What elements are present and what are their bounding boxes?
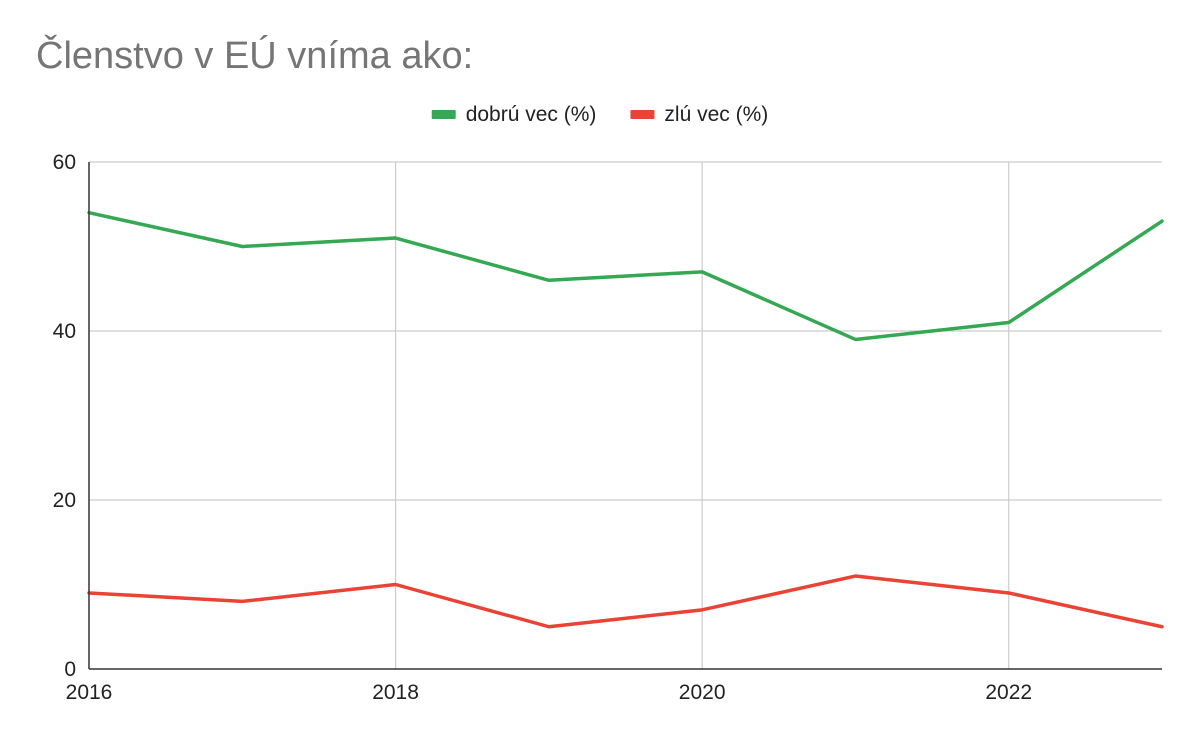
legend-swatch-1 [630, 110, 655, 119]
series-line-1 [87, 574, 1164, 629]
y-tick-label: 0 [64, 658, 76, 681]
y-tick-label: 20 [53, 489, 76, 512]
legend-label-1: zlú vec (%) [664, 103, 768, 126]
y-tick-label: 60 [53, 151, 76, 174]
tick-labels: 0 20 40 60 2016 2018 2020 2022 [53, 151, 1032, 704]
x-tick-label: 2022 [985, 681, 1032, 704]
legend-label-0: dobrú vec (%) [466, 103, 597, 126]
x-tick-label: 2016 [66, 681, 113, 704]
legend: dobrú vec (%) zlú vec (%) [431, 103, 768, 126]
x-tick-label: 2018 [372, 681, 419, 704]
gridlines [89, 161, 1162, 669]
y-tick-label: 40 [53, 320, 76, 343]
series-lines [87, 210, 1164, 629]
chart-title: Členstvo v EÚ vníma ako: [36, 33, 473, 77]
series-line-0 [87, 210, 1164, 342]
axes [88, 162, 1162, 670]
legend-swatch-0 [431, 110, 456, 119]
x-tick-label: 2020 [679, 681, 726, 704]
